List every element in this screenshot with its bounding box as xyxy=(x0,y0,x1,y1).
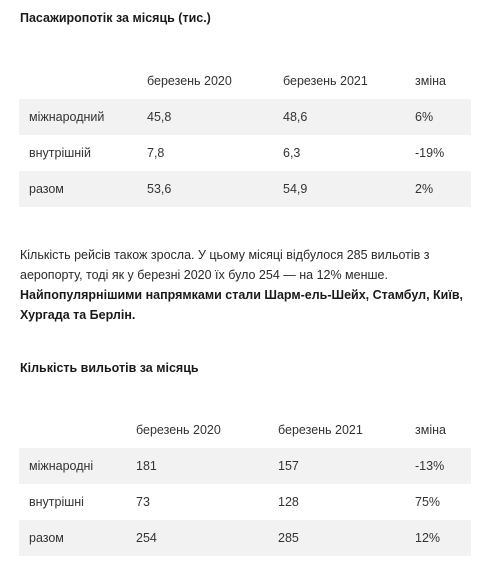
header-cell-march-2021: березень 2021 xyxy=(278,423,363,437)
table-row: внутрішні 73 128 75% xyxy=(19,484,471,520)
cell-value: 53,6 xyxy=(147,171,283,207)
cell-value: 285 xyxy=(278,520,415,556)
departures-heading: Кількість вильотів за місяць xyxy=(20,361,199,375)
cell-value: 73 xyxy=(136,495,150,509)
cell-value: 48,6 xyxy=(283,99,415,135)
row-label: внутрішні xyxy=(29,495,84,509)
row-label: внутрішній xyxy=(29,146,91,160)
cell-change: 75% xyxy=(415,495,441,509)
passenger-traffic-heading: Пасажиропотік за місяць (тис.) xyxy=(20,11,211,25)
header-cell-march-2021: березень 2021 xyxy=(283,74,368,88)
cell-change: -13% xyxy=(415,448,471,484)
cell-change: -19% xyxy=(415,146,445,160)
table-header-row: березень 2020 березень 2021 зміна xyxy=(19,63,471,99)
row-label: міжнародні xyxy=(19,448,136,484)
cell-value: 254 xyxy=(136,520,278,556)
cell-change: 12% xyxy=(415,520,471,556)
cell-value: 7,8 xyxy=(147,146,165,160)
departures-table: березень 2020 березень 2021 зміна міжнар… xyxy=(19,412,471,556)
header-cell-march-2020: березень 2020 xyxy=(147,74,232,88)
table-row: внутрішній 7,8 6,3 -19% xyxy=(19,135,471,171)
cell-change: 2% xyxy=(415,171,471,207)
header-cell-empty xyxy=(19,412,136,448)
paragraph-bold-text: Найпопулярнішими напрямками стали Шарм-е… xyxy=(20,288,464,322)
header-cell-march-2020: березень 2020 xyxy=(136,423,221,437)
row-label: разом xyxy=(19,171,147,207)
header-cell-change: зміна xyxy=(415,423,446,437)
table-row: міжнародний 45,8 48,6 6% xyxy=(19,99,471,135)
table-header-row: березень 2020 березень 2021 зміна xyxy=(19,412,471,448)
row-label: разом xyxy=(19,520,136,556)
cell-value: 6,3 xyxy=(283,146,301,160)
header-cell-empty xyxy=(19,63,147,99)
cell-value: 54,9 xyxy=(283,171,415,207)
flights-paragraph: Кількість рейсів також зросла. У цьому м… xyxy=(20,245,470,325)
paragraph-text: Кількість рейсів також зросла. У цьому м… xyxy=(20,248,430,282)
passenger-traffic-table: березень 2020 березень 2021 зміна міжнар… xyxy=(19,63,471,207)
table-row: разом 254 285 12% xyxy=(19,520,471,556)
header-cell-change: зміна xyxy=(415,74,446,88)
row-label: міжнародний xyxy=(19,99,147,135)
cell-value: 45,8 xyxy=(147,99,283,135)
cell-value: 157 xyxy=(278,448,415,484)
table-row: міжнародні 181 157 -13% xyxy=(19,448,471,484)
cell-change: 6% xyxy=(415,99,471,135)
cell-value: 128 xyxy=(278,495,299,509)
cell-value: 181 xyxy=(136,448,278,484)
table-row: разом 53,6 54,9 2% xyxy=(19,171,471,207)
